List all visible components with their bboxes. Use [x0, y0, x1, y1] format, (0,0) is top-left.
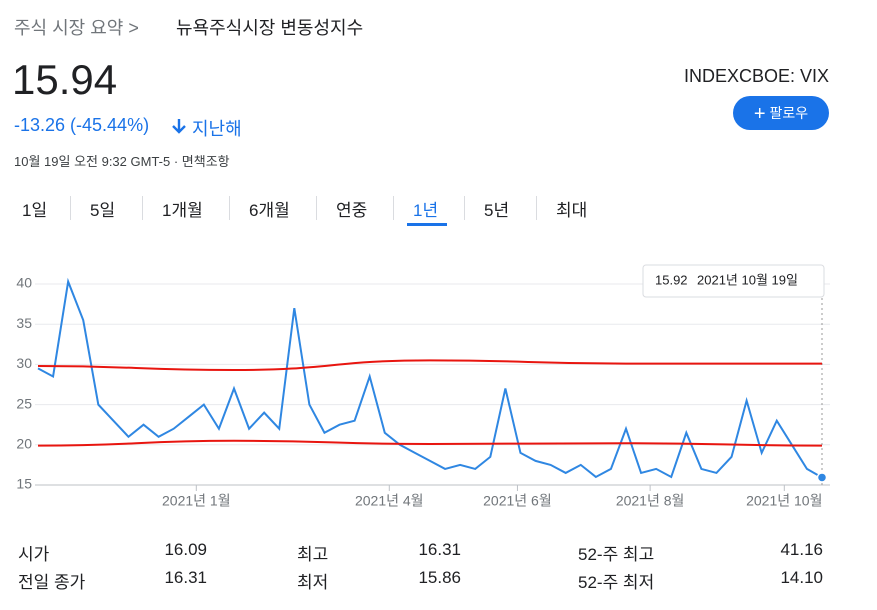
- stat-value: 16.09: [164, 540, 207, 559]
- tab[interactable]: 최대: [556, 201, 588, 220]
- tab-separator: [536, 196, 537, 220]
- x-tick-label: 2021년 4월: [355, 493, 424, 509]
- tab-separator: [142, 196, 143, 220]
- last-point: [816, 472, 828, 483]
- tab[interactable]: 1일: [22, 201, 48, 220]
- chart: 15 20 25 30 35 40 2021년 1월 2021년 4월 2021년 6월 2021…: [16, 264, 830, 509]
- tab-separator: [464, 196, 465, 220]
- stat-value: 16.31: [164, 568, 207, 587]
- stat-label: 최저: [297, 573, 329, 592]
- stat-label: 52-주 최고: [578, 545, 655, 564]
- stat-label: 최고: [297, 545, 329, 564]
- x-tick-label: 2021년 8월: [616, 493, 685, 509]
- follow-label: 팔로우: [769, 105, 809, 121]
- series-line: [37, 277, 823, 479]
- tab-underline: [407, 223, 447, 226]
- series-line: [37, 359, 822, 372]
- x-tick-label: 2021년 10월: [746, 493, 822, 509]
- x-tick-label: 2021년 1월: [162, 493, 231, 509]
- tooltip-date: 2021년 10월 19일: [697, 272, 798, 287]
- stat-label: 시가: [18, 545, 50, 564]
- follow-button[interactable]: + 팔로우: [733, 96, 829, 130]
- series-line: [37, 439, 823, 447]
- stat-value: 41.16: [780, 540, 823, 559]
- y-tick-label: 20: [16, 436, 32, 452]
- timestamp[interactable]: 10월 19일 오전 9:32 GMT-5 · 면책조항: [14, 154, 230, 169]
- change: -13.26 (-45.44%): [14, 115, 150, 135]
- tab-separator: [70, 196, 71, 220]
- period: 지난해: [192, 119, 242, 139]
- breadcrumb[interactable]: 주식 시장 요약 >: [14, 18, 139, 38]
- tab[interactable]: 1개월: [162, 201, 203, 220]
- title: 뉴욕주식시장 변동성지수: [176, 18, 364, 38]
- down-arrow: [172, 119, 186, 134]
- tab[interactable]: 1년: [413, 201, 439, 220]
- ticker: INDEXCBOE: VIX: [683, 66, 829, 86]
- stat-value: 16.31: [418, 540, 461, 559]
- price: 15.94: [12, 56, 118, 103]
- tab[interactable]: 연중: [336, 201, 368, 220]
- tab[interactable]: 5년: [484, 201, 510, 220]
- stat-label: 52-주 최저: [578, 573, 655, 592]
- y-tick-label: 30: [16, 355, 32, 371]
- y-tick-label: 40: [16, 275, 32, 291]
- y-tick-label: 15: [16, 476, 32, 492]
- stat-value: 14.10: [780, 568, 823, 587]
- y-tick-label: 35: [16, 315, 32, 331]
- tab[interactable]: 6개월: [249, 201, 290, 220]
- stat-value: 15.86: [418, 568, 461, 587]
- tooltip-value: 15.92: [655, 272, 688, 287]
- tab-separator: [393, 196, 394, 220]
- x-tick-label: 2021년 6월: [483, 493, 552, 509]
- stat-label: 전일 종가: [18, 573, 86, 592]
- tab-separator: [229, 196, 230, 220]
- tooltip-box: [642, 264, 825, 298]
- y-tick-label: 25: [16, 395, 32, 411]
- tab[interactable]: 5일: [90, 201, 116, 220]
- tab-separator: [316, 196, 317, 220]
